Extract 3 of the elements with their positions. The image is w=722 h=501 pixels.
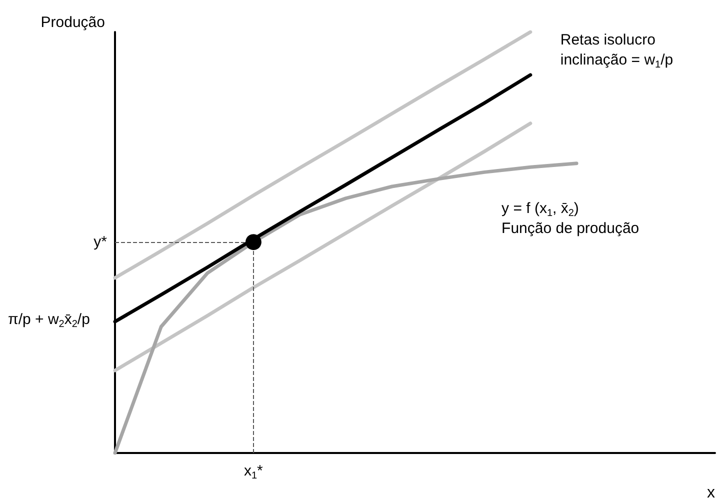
y-axis-title: Produção — [40, 14, 105, 31]
ref-line-label: y* — [94, 234, 108, 251]
x-axis-title: x — [707, 484, 715, 501]
